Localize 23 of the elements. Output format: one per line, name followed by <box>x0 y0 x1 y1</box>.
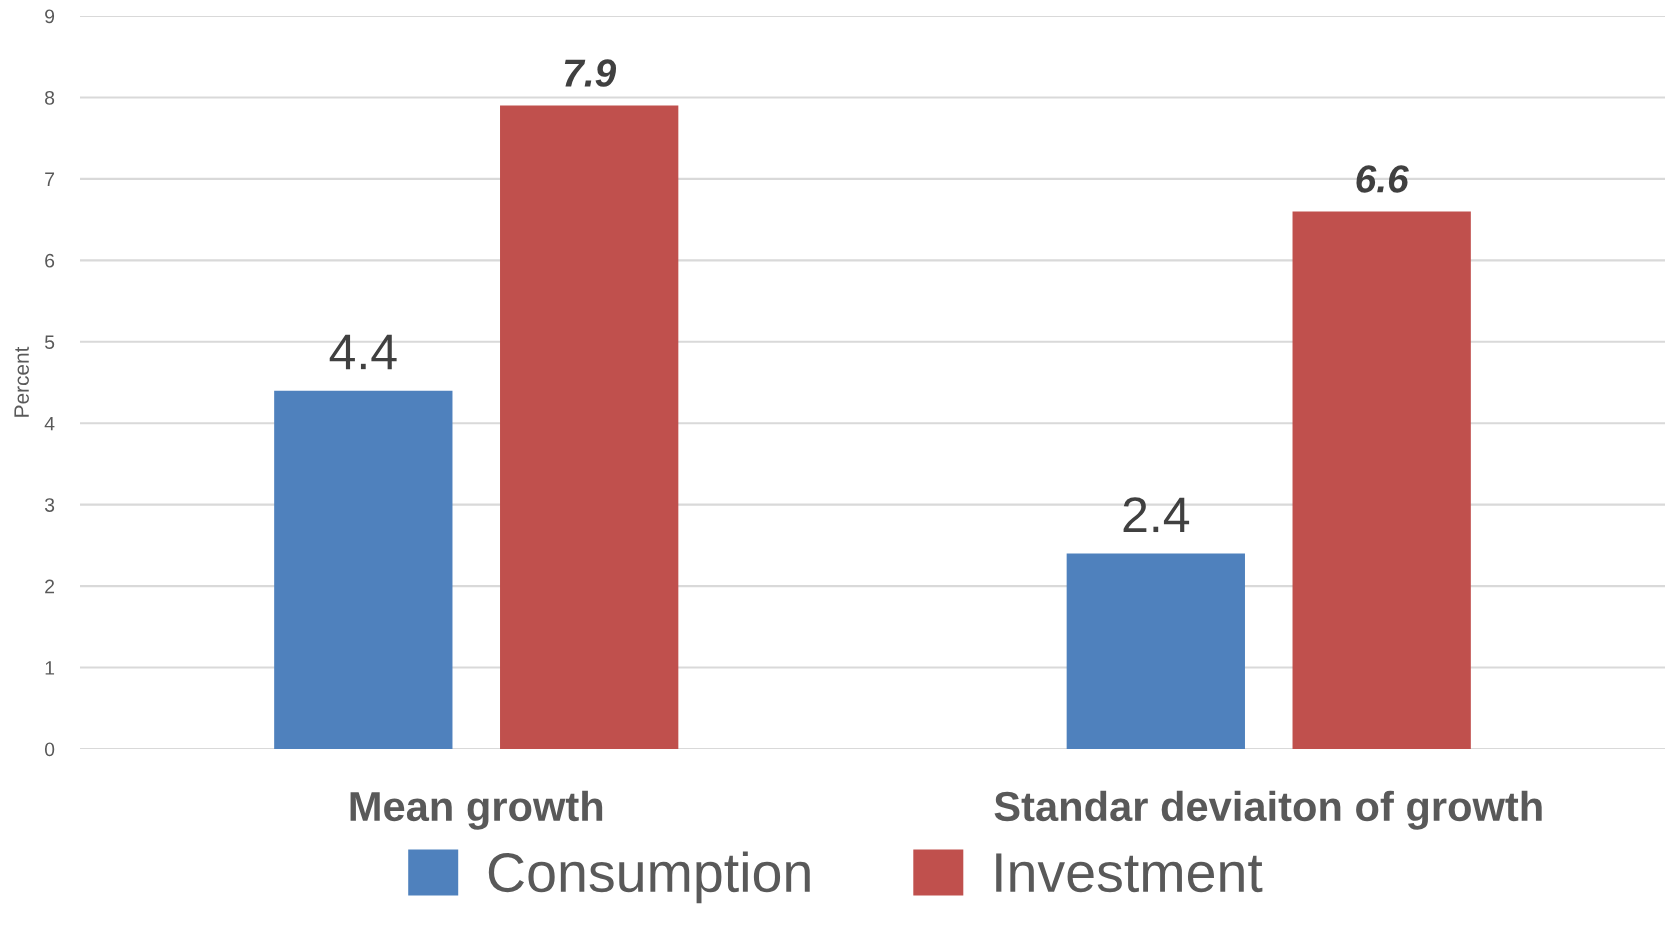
y-tick-label: 0 <box>44 742 55 757</box>
data-label: 4.4 <box>329 334 397 370</box>
data-label: 7.9 <box>564 59 617 87</box>
bar <box>274 390 453 749</box>
bar <box>500 105 679 749</box>
y-tick-label: 3 <box>44 498 55 512</box>
bar <box>1292 211 1471 749</box>
legend-label: Investment <box>996 853 1263 893</box>
y-tick-label: 4 <box>44 416 55 431</box>
y-tick-label: 1 <box>45 661 55 675</box>
y-tick-label: 2 <box>45 579 55 594</box>
y-axis-title: Percent <box>14 346 29 417</box>
y-tick-label: 6 <box>45 253 55 268</box>
y-tick-label: 7 <box>45 172 55 186</box>
legend-label: Consumption <box>488 851 810 904</box>
bar <box>1066 553 1245 749</box>
y-tick-label: 5 <box>44 335 55 350</box>
x-tick-label: Mean growth <box>350 790 603 830</box>
y-tick-label: 9 <box>45 9 55 24</box>
y-tick-label: 8 <box>45 90 55 105</box>
data-label: 6.6 <box>1356 165 1409 193</box>
data-label: 2.4 <box>1123 497 1190 533</box>
x-tick-label: Standar deviaiton of growth <box>994 790 1542 830</box>
